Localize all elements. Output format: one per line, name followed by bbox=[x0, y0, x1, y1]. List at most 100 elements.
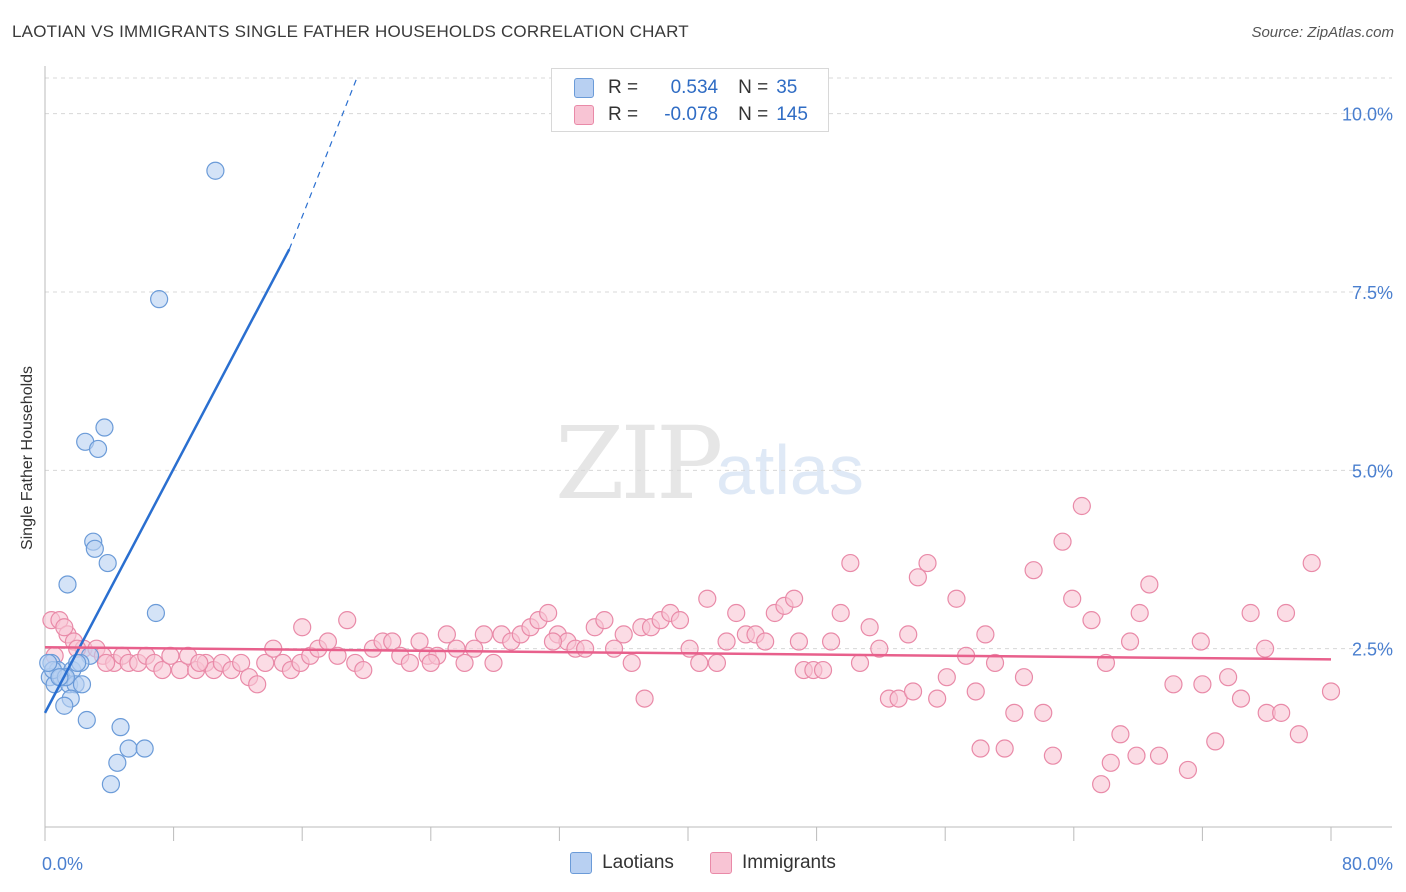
r-label: R = bbox=[608, 104, 639, 125]
legend-row-immigrants: R = -0.078 N = 145 bbox=[574, 103, 808, 127]
laotians-point bbox=[39, 653, 58, 673]
immigrants-point bbox=[635, 689, 654, 708]
immigrants-point bbox=[1120, 632, 1140, 651]
immigrants-point bbox=[455, 653, 474, 673]
immigrants-point bbox=[698, 589, 717, 608]
immigrants-point bbox=[1014, 668, 1034, 687]
immigrants-point bbox=[850, 653, 870, 673]
immigrants-point bbox=[539, 603, 558, 623]
laotians-point bbox=[150, 290, 169, 309]
immigrants-point bbox=[971, 739, 990, 758]
immigrants-point bbox=[622, 653, 641, 673]
laotians-point bbox=[58, 575, 77, 594]
immigrants-point bbox=[1130, 603, 1149, 623]
x-tick-label: 80.0% bbox=[1342, 854, 1393, 874]
immigrants-point bbox=[465, 639, 484, 658]
y-tick-label: 5.0% bbox=[1352, 461, 1393, 481]
immigrants-point bbox=[437, 625, 456, 644]
n-label: N = bbox=[738, 77, 769, 98]
laotians-point bbox=[85, 539, 104, 558]
laotians-point bbox=[95, 418, 114, 437]
immigrants-point bbox=[484, 653, 503, 673]
immigrants-point bbox=[1092, 775, 1111, 794]
laotians-point bbox=[72, 675, 92, 694]
immigrants-trend-line bbox=[44, 645, 1332, 661]
immigrants-point bbox=[256, 653, 275, 673]
laotians-point bbox=[119, 739, 138, 758]
correlation-legend: R = 0.534 N = 35 R = -0.078 N = 145 bbox=[551, 68, 829, 132]
y-tick-label: 7.5% bbox=[1352, 283, 1393, 303]
immigrants-legend-swatch bbox=[709, 852, 732, 874]
legend-item-laotians[interactable]: Laotians bbox=[570, 852, 674, 874]
immigrants-point bbox=[1272, 703, 1291, 722]
immigrants-point bbox=[1164, 675, 1183, 694]
laotians-point bbox=[135, 739, 154, 758]
immigrants-point bbox=[153, 660, 172, 680]
immigrants-point bbox=[1096, 653, 1116, 673]
immigrants-point bbox=[976, 625, 995, 644]
immigrants-point bbox=[614, 625, 633, 644]
immigrants-point bbox=[232, 653, 251, 673]
immigrants-point bbox=[821, 632, 841, 651]
immigrants-point bbox=[841, 553, 860, 573]
legend-item-immigrants[interactable]: Immigrants bbox=[709, 852, 836, 874]
laotians-point bbox=[101, 775, 121, 794]
immigrants-point bbox=[784, 589, 804, 608]
laotians-legend-swatch bbox=[570, 852, 593, 874]
immigrants-point bbox=[161, 646, 180, 665]
immigrants-point bbox=[595, 611, 614, 630]
immigrants-point bbox=[1219, 668, 1238, 687]
immigrants-point bbox=[55, 618, 74, 637]
immigrants-point bbox=[707, 653, 727, 673]
immigrants-point bbox=[1289, 725, 1308, 744]
immigrants-point bbox=[789, 632, 809, 651]
laotians-point bbox=[77, 710, 96, 730]
immigrants-point bbox=[604, 639, 624, 658]
immigrants-point bbox=[870, 639, 889, 658]
laotians-point bbox=[111, 718, 130, 737]
laotians-point bbox=[55, 696, 74, 715]
immigrants-point bbox=[421, 653, 440, 673]
x-tick-label: 0.0% bbox=[42, 854, 83, 874]
immigrants-point bbox=[338, 611, 357, 630]
immigrants-point bbox=[190, 653, 209, 673]
immigrants-point bbox=[1276, 603, 1296, 623]
immigrants-point bbox=[1255, 639, 1275, 658]
laotians-point bbox=[108, 753, 127, 772]
n-value: 35 bbox=[776, 77, 798, 98]
immigrants-point bbox=[985, 653, 1005, 673]
immigrants-point bbox=[1302, 553, 1321, 573]
immigrants-point bbox=[1191, 632, 1210, 651]
watermark-zip: ZIP bbox=[555, 405, 723, 522]
immigrants-point bbox=[1082, 611, 1101, 630]
immigrants-point bbox=[937, 668, 956, 687]
immigrants-point bbox=[1063, 589, 1082, 608]
y-tick-label: 10.0% bbox=[1342, 105, 1393, 125]
immigrants-point bbox=[727, 603, 746, 623]
immigrants-point bbox=[474, 625, 493, 644]
legend-row-laotians: R = 0.534 N = 35 bbox=[574, 76, 797, 100]
chart-title: LAOTIAN VS IMMIGRANTS SINGLE FATHER HOUS… bbox=[12, 22, 689, 41]
immigrants-point bbox=[860, 618, 879, 637]
immigrants-point bbox=[318, 632, 338, 651]
immigrants-point bbox=[995, 739, 1014, 758]
immigrants-point bbox=[1140, 575, 1159, 594]
r-value: -0.078 bbox=[664, 104, 719, 125]
r-value: 0.534 bbox=[670, 77, 719, 98]
immigrants-point bbox=[1178, 760, 1198, 780]
immigrants-legend-label: Immigrants bbox=[741, 852, 836, 873]
laotians-trend-line bbox=[43, 248, 291, 714]
immigrants-point bbox=[96, 653, 116, 673]
immigrants-point bbox=[717, 632, 736, 651]
immigrants-point bbox=[576, 639, 595, 658]
immigrants-point bbox=[543, 632, 563, 651]
immigrants-point bbox=[908, 568, 927, 587]
immigrants-point bbox=[447, 639, 466, 658]
n-value: 145 bbox=[776, 104, 808, 125]
n-label: N = bbox=[738, 104, 769, 125]
laotians-point bbox=[98, 553, 117, 573]
immigrants-point bbox=[1043, 746, 1063, 765]
immigrants-point bbox=[248, 675, 267, 694]
immigrants-point bbox=[1206, 732, 1225, 751]
